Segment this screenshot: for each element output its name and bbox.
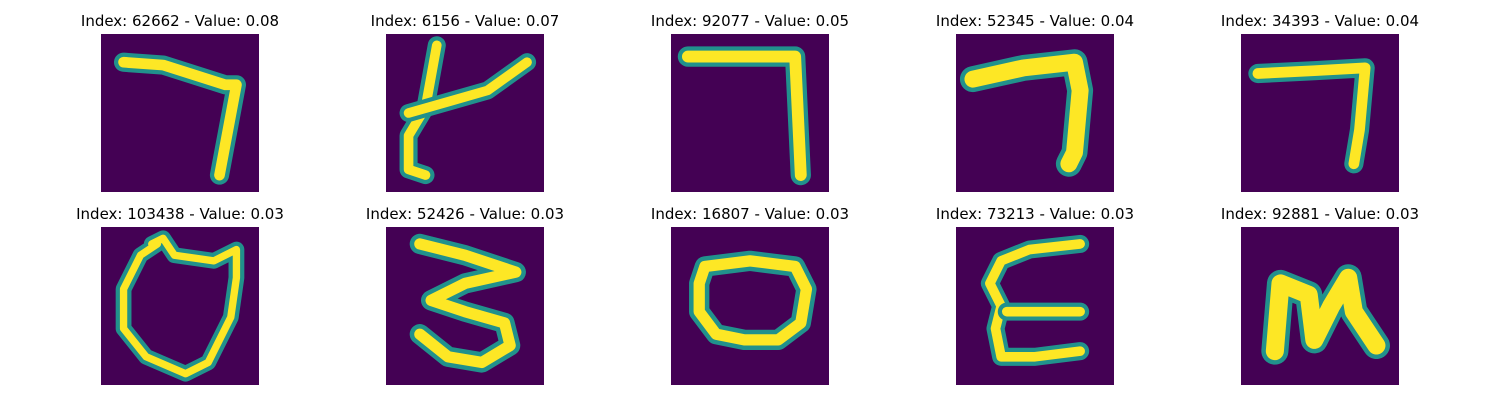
digit-image [671, 227, 829, 385]
panel-3: Index: 92077 - Value: 0.05 [625, 12, 875, 192]
digit-glyph [101, 227, 259, 385]
panel-1: Index: 62662 - Value: 0.08 [55, 12, 305, 192]
panel-title: Index: 52426 - Value: 0.03 [365, 205, 565, 223]
digit-glyph [956, 227, 1114, 385]
digit-glyph [101, 34, 259, 192]
panel-title: Index: 6156 - Value: 0.07 [370, 12, 560, 30]
digit-image [1241, 227, 1399, 385]
digit-glyph [386, 34, 544, 192]
panel-7: Index: 52426 - Value: 0.03 [340, 205, 590, 385]
panel-title: Index: 34393 - Value: 0.04 [1220, 12, 1420, 30]
panel-title: Index: 16807 - Value: 0.03 [650, 205, 850, 223]
digit-image [386, 34, 544, 192]
digit-image [386, 227, 544, 385]
digit-glyph [671, 34, 829, 192]
panel-title: Index: 52345 - Value: 0.04 [935, 12, 1135, 30]
digit-image [101, 34, 259, 192]
digit-glyph [956, 34, 1114, 192]
panel-9: Index: 73213 - Value: 0.03 [910, 205, 1160, 385]
panel-title: Index: 103438 - Value: 0.03 [76, 205, 284, 223]
digit-glyph [386, 227, 544, 385]
digit-image [956, 227, 1114, 385]
panel-title: Index: 92077 - Value: 0.05 [650, 12, 850, 30]
panel-title: Index: 62662 - Value: 0.08 [80, 12, 280, 30]
panel-6: Index: 103438 - Value: 0.03 [55, 205, 305, 385]
panel-title: Index: 73213 - Value: 0.03 [935, 205, 1135, 223]
panel-2: Index: 6156 - Value: 0.07 [340, 12, 590, 192]
digit-image [101, 227, 259, 385]
digit-image [956, 34, 1114, 192]
digit-glyph [1241, 227, 1399, 385]
panel-title: Index: 92881 - Value: 0.03 [1220, 205, 1420, 223]
digit-glyph [1241, 34, 1399, 192]
panel-5: Index: 34393 - Value: 0.04 [1195, 12, 1445, 192]
digit-image [1241, 34, 1399, 192]
panel-8: Index: 16807 - Value: 0.03 [625, 205, 875, 385]
panel-10: Index: 92881 - Value: 0.03 [1195, 205, 1445, 385]
digit-image [671, 34, 829, 192]
panel-4: Index: 52345 - Value: 0.04 [910, 12, 1160, 192]
digit-glyph [671, 227, 829, 385]
